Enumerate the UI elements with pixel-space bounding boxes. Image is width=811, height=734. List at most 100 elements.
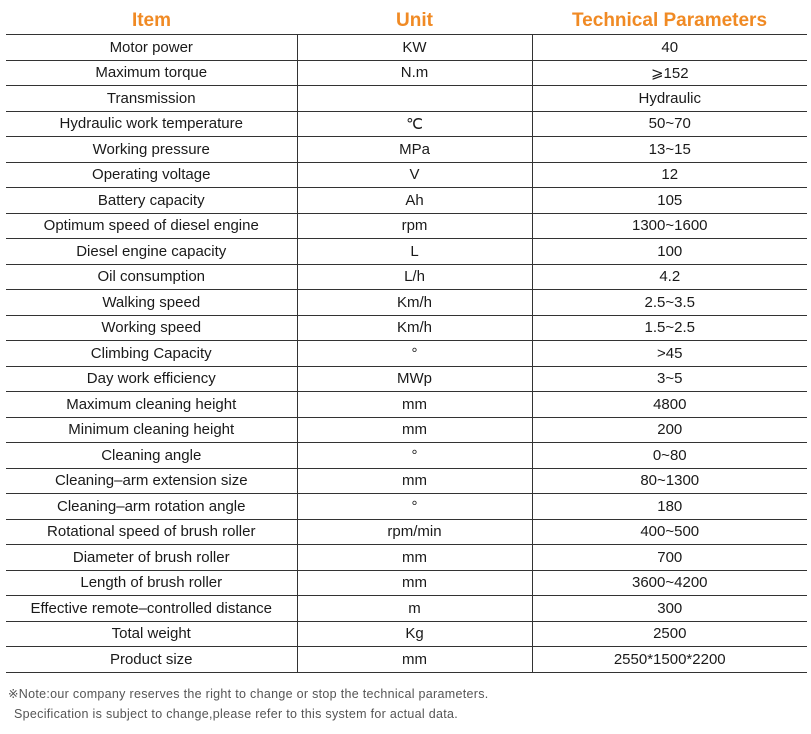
cell-value: 100 — [532, 238, 807, 265]
cell-value: 0~80 — [532, 442, 807, 469]
cell-value: 180 — [532, 493, 807, 520]
cell-value: >45 — [532, 340, 807, 367]
cell-item: Product size — [6, 646, 298, 673]
cell-unit: rpm/min — [297, 519, 533, 545]
cell-unit: mm — [297, 544, 533, 571]
table-row: Diameter of brush roller mm 700 — [6, 544, 807, 571]
note-line-1: ※Note:our company reserves the right to … — [8, 687, 489, 701]
cell-value: 3~5 — [532, 366, 807, 392]
cell-value: 4800 — [532, 391, 807, 418]
header-unit: Unit — [297, 8, 532, 35]
table-row: Motor power KW 40 — [6, 34, 807, 61]
note-line-2: Specification is subject to change,pleas… — [14, 707, 459, 721]
table-row: Cleaning–arm extension size mm 80~1300 — [6, 468, 807, 494]
cell-unit: ° — [297, 442, 533, 469]
cell-item: Motor power — [6, 34, 298, 61]
cell-item: Maximum torque — [6, 60, 298, 86]
cell-value: 13~15 — [532, 136, 807, 163]
cell-unit: mm — [297, 417, 533, 443]
cell-unit: L/h — [297, 264, 533, 290]
cell-value: 4.2 — [532, 264, 807, 290]
cell-item: Hydraulic work temperature — [6, 111, 298, 137]
table-row: Product size mm 2550*1500*2200 — [6, 646, 807, 673]
cell-value: Hydraulic — [532, 85, 807, 112]
cell-value: 2550*1500*2200 — [532, 646, 807, 673]
table-row: Total weight Kg 2500 — [6, 621, 807, 647]
cell-value: 400~500 — [532, 519, 807, 545]
cell-item: Total weight — [6, 621, 298, 647]
table-row: Maximum cleaning height mm 4800 — [6, 391, 807, 418]
table-row: Battery capacity Ah 105 — [6, 187, 807, 214]
table-row: Working pressure MPa 13~15 — [6, 136, 807, 163]
cell-value: 2.5~3.5 — [532, 289, 807, 316]
cell-item: Cleaning–arm extension size — [6, 468, 298, 494]
cell-item: Cleaning angle — [6, 442, 298, 469]
table-row: Length of brush roller mm 3600~4200 — [6, 570, 807, 596]
cell-item: Maximum cleaning height — [6, 391, 298, 418]
table-header-row: Item Unit Technical Parameters — [6, 8, 807, 35]
cell-unit: Kg — [297, 621, 533, 647]
cell-unit: MWp — [297, 366, 533, 392]
cell-unit: ° — [297, 493, 533, 520]
cell-unit: V — [297, 162, 533, 188]
table-row: Transmission Hydraulic — [6, 85, 807, 112]
cell-item: Transmission — [6, 85, 298, 112]
cell-item: Rotational speed of brush roller — [6, 519, 298, 545]
cell-unit: ° — [297, 340, 533, 367]
cell-unit: mm — [297, 646, 533, 673]
cell-value: 12 — [532, 162, 807, 188]
cell-item: Operating voltage — [6, 162, 298, 188]
cell-item: Cleaning–arm rotation angle — [6, 493, 298, 520]
technical-parameters-table: Item Unit Technical Parameters Motor pow… — [6, 8, 807, 673]
table-row: Climbing Capacity ° >45 — [6, 340, 807, 367]
table-row: Minimum cleaning height mm 200 — [6, 417, 807, 443]
table-row: Oil consumption L/h 4.2 — [6, 264, 807, 290]
cell-unit — [297, 85, 533, 112]
cell-item: Diesel engine capacity — [6, 238, 298, 265]
table-row: Operating voltage V 12 — [6, 162, 807, 188]
cell-item: Length of brush roller — [6, 570, 298, 596]
cell-item: Working speed — [6, 315, 298, 341]
cell-unit: Km/h — [297, 289, 533, 316]
cell-value: 1300~1600 — [532, 213, 807, 239]
cell-unit: Km/h — [297, 315, 533, 341]
header-technical-parameters: Technical Parameters — [532, 8, 807, 35]
cell-value: 105 — [532, 187, 807, 214]
cell-unit: L — [297, 238, 533, 265]
cell-item: Optimum speed of diesel engine — [6, 213, 298, 239]
cell-value: 3600~4200 — [532, 570, 807, 596]
table-row: Working speed Km/h 1.5~2.5 — [6, 315, 807, 341]
cell-value: ⩾152 — [532, 60, 807, 86]
cell-item: Day work efficiency — [6, 366, 298, 392]
table-row: Hydraulic work temperature ℃ 50~70 — [6, 111, 807, 137]
cell-unit: KW — [297, 34, 533, 61]
table-row: Rotational speed of brush roller rpm/min 4… — [6, 519, 807, 545]
table-row: Walking speed Km/h 2.5~3.5 — [6, 289, 807, 316]
table-body: Motor power KW 40 Maximum torque N.m ⩾152 Tran… — [6, 34, 807, 673]
cell-item: Working pressure — [6, 136, 298, 163]
table-row: Day work efficiency MWp 3~5 — [6, 366, 807, 392]
cell-unit: m — [297, 595, 533, 622]
cell-item: Battery capacity — [6, 187, 298, 214]
cell-value: 50~70 — [532, 111, 807, 137]
header-item: Item — [6, 8, 297, 35]
cell-value: 200 — [532, 417, 807, 443]
cell-unit: rpm — [297, 213, 533, 239]
cell-value: 700 — [532, 544, 807, 571]
cell-value: 1.5~2.5 — [532, 315, 807, 341]
cell-item: Walking speed — [6, 289, 298, 316]
table-row: Maximum torque N.m ⩾152 — [6, 60, 807, 86]
table-row: Optimum speed of diesel engine rpm 1300~16… — [6, 213, 807, 239]
cell-item: Oil consumption — [6, 264, 298, 290]
table-row: Effective remote–controlled distance m 300 — [6, 595, 807, 622]
table-row: Cleaning–arm rotation angle ° 180 — [6, 493, 807, 520]
table-row: Cleaning angle ° 0~80 — [6, 442, 807, 469]
cell-item: Diameter of brush roller — [6, 544, 298, 571]
cell-value: 300 — [532, 595, 807, 622]
cell-value: 80~1300 — [532, 468, 807, 494]
cell-item: Effective remote–controlled distance — [6, 595, 298, 622]
cell-unit: Ah — [297, 187, 533, 214]
cell-item: Minimum cleaning height — [6, 417, 298, 443]
cell-value: 40 — [532, 34, 807, 61]
cell-item: Climbing Capacity — [6, 340, 298, 367]
